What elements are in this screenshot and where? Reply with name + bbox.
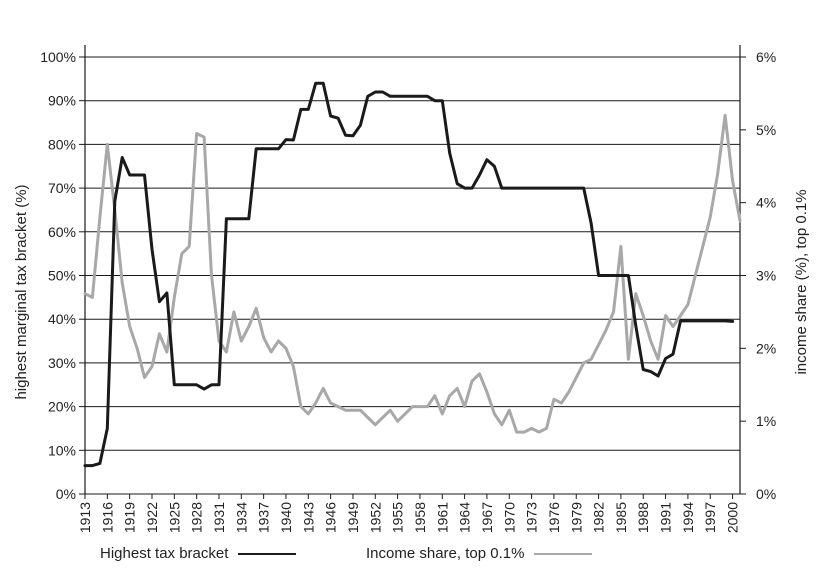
x-tick-label: 1979 (568, 502, 584, 533)
y-left-tick-label: 30% (48, 355, 76, 371)
y-axis-left: 0% 10% 20% 30% 40% 50% 60% 70% 80% 90% 100% (40, 49, 85, 502)
x-tick-label: 1994 (680, 502, 696, 533)
legend-item-tax-bracket: Highest tax bracket (100, 545, 297, 562)
gridlines (85, 56, 740, 495)
y-left-tick-label: 20% (48, 399, 76, 415)
x-tick-label: 1997 (702, 502, 718, 533)
y-left-tick-label: 50% (48, 268, 76, 284)
x-tick-label: 1928 (189, 502, 205, 533)
x-tick-label: 1973 (524, 502, 540, 533)
x-tick-label: 1958 (412, 502, 428, 533)
y-right-tick-label: 4% (756, 195, 776, 211)
y-left-tick-label: 90% (48, 93, 76, 109)
x-tick-label: 1925 (166, 502, 182, 533)
x-tick-label: 1961 (434, 502, 450, 533)
x-tick-label: 1931 (211, 502, 227, 533)
y-left-tick-label: 40% (48, 311, 76, 327)
x-tick-label: 1922 (144, 502, 160, 533)
y-left-tick-label: 0% (56, 486, 76, 502)
x-tick-label: 1934 (233, 502, 249, 533)
y-axis-right: 0% 1% 2% 3% 4% 5% 6% (740, 49, 776, 502)
x-tick-label: 1976 (546, 502, 562, 533)
x-tick-label: 1940 (278, 502, 294, 533)
legend-label-tax-bracket: Highest tax bracket (100, 545, 229, 562)
y-right-tick-label: 0% (756, 486, 776, 502)
x-tick-label: 1937 (256, 502, 272, 533)
x-tick-label: 1946 (323, 502, 339, 533)
x-tick-label: 1967 (479, 502, 495, 533)
legend-item-income-share: Income share, top 0.1% (366, 545, 593, 562)
x-tick-label: 1919 (122, 502, 138, 533)
y-right-tick-label: 1% (756, 413, 776, 429)
y-left-tick-label: 10% (48, 442, 76, 458)
x-tick-label: 1913 (77, 502, 93, 533)
x-tick-label: 1943 (300, 502, 316, 533)
x-tick-label: 1988 (635, 502, 651, 533)
series-line-tax-bracket (83, 81, 735, 468)
y-right-tick-label: 2% (756, 340, 776, 356)
legend-swatch-tax-bracket (238, 552, 297, 555)
y-left-tick-label: 80% (48, 136, 76, 152)
x-tick-label: 1916 (99, 502, 115, 533)
x-tick-label: 1982 (591, 502, 607, 533)
x-axis: 1913 1916 1919 1922 1925 1928 1931 1934 1937 1940… (77, 45, 741, 533)
y-right-tick-label: 5% (756, 122, 776, 138)
x-tick-label: 1949 (345, 502, 361, 533)
x-tick-label: 1991 (658, 502, 674, 533)
series-line-income-share (83, 113, 742, 434)
x-tick-label: 1955 (390, 502, 406, 533)
y-axis-right-label: income share (%), top 0.1% (793, 189, 810, 374)
y-left-tick-label: 100% (40, 49, 76, 65)
x-tick-label: 1970 (501, 502, 517, 533)
x-tick-label: 1985 (613, 502, 629, 533)
y-left-tick-label: 60% (48, 224, 76, 240)
x-tick-label: 2000 (725, 502, 741, 533)
legend-label-income-share: Income share, top 0.1% (366, 545, 525, 562)
x-tick-label: 1952 (367, 502, 383, 533)
y-right-tick-label: 3% (756, 268, 776, 284)
legend-swatch-income-share (534, 552, 593, 555)
y-right-tick-label: 6% (756, 49, 776, 65)
y-axis-left-label: highest marginal tax bracket (%) (13, 184, 30, 399)
y-left-tick-label: 70% (48, 180, 76, 196)
series-layer (83, 81, 742, 468)
x-tick-label: 1964 (457, 502, 473, 533)
